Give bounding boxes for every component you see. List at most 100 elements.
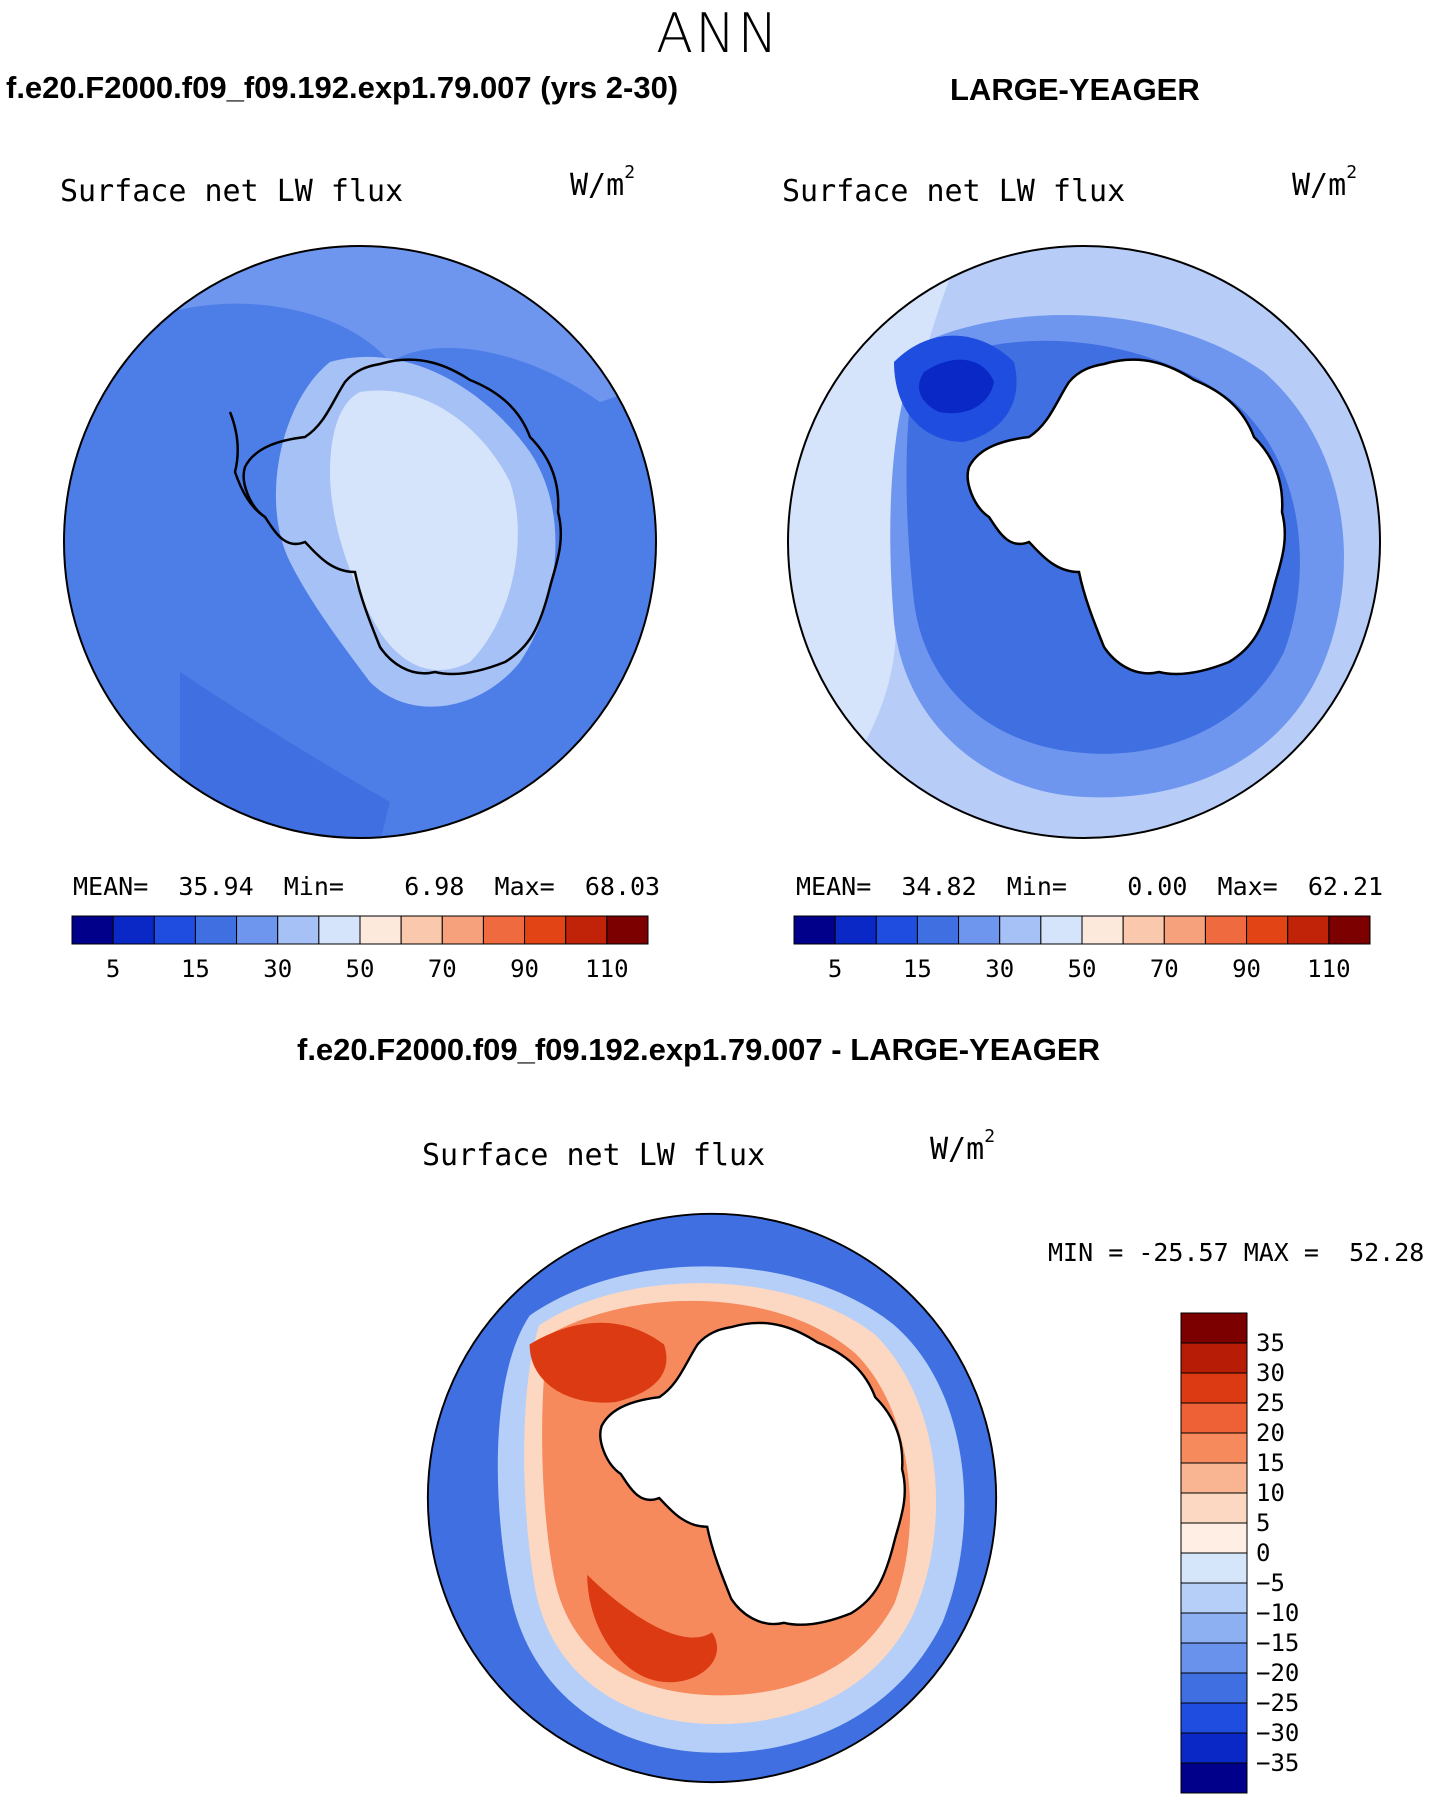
colorbar-swatch bbox=[71, 915, 114, 945]
stats-diff: MIN = -25.57 MAX = 52.28 bbox=[1048, 1238, 1425, 1267]
colorbar-swatch bbox=[194, 915, 238, 945]
colorbar-swatch bbox=[1040, 915, 1083, 945]
colorbar-tick-label: 50 bbox=[1068, 955, 1097, 983]
colorbar-swatch bbox=[1180, 1342, 1248, 1374]
colorbar-swatch bbox=[793, 915, 836, 945]
colorbar-tick-label: 70 bbox=[1150, 955, 1179, 983]
contour-region bbox=[330, 390, 518, 671]
units-right: W/m2 bbox=[1292, 162, 1358, 203]
colorbar-swatch bbox=[1180, 1522, 1248, 1554]
colorbar-swatch bbox=[1180, 1582, 1248, 1614]
colorbar-swatch bbox=[524, 915, 567, 945]
map-border bbox=[787, 245, 1381, 839]
map-right bbox=[787, 245, 1381, 839]
colorbar-swatch bbox=[1246, 915, 1289, 945]
colorbar-swatch bbox=[1180, 1312, 1248, 1344]
colorbar-swatch bbox=[1180, 1732, 1248, 1764]
colorbar-swatch bbox=[236, 915, 279, 945]
colorbar-tick-label: −5 bbox=[1256, 1569, 1285, 1597]
colorbar-tick-label: 30 bbox=[1256, 1359, 1285, 1387]
colorbar-tick-label: 25 bbox=[1256, 1389, 1285, 1417]
colorbar-swatch bbox=[1180, 1762, 1248, 1794]
colorbar-swatch bbox=[1328, 915, 1371, 945]
map-border bbox=[426, 1212, 998, 1784]
antarctica-coastline bbox=[966, 358, 1287, 676]
colorbar-swatch bbox=[1180, 1462, 1248, 1494]
colorbar-swatch bbox=[1180, 1612, 1248, 1644]
contour-region bbox=[919, 359, 994, 414]
map-border bbox=[63, 245, 657, 839]
colorbar-swatch bbox=[1081, 915, 1124, 945]
contour-region bbox=[587, 1574, 718, 1683]
colorbar-left: 51530507090110130 bbox=[71, 915, 649, 983]
colorbar-tick-label: −20 bbox=[1256, 1659, 1299, 1687]
colorbar-tick-label: 30 bbox=[985, 955, 1014, 983]
colorbar-right: 51530507090110130 bbox=[793, 915, 1371, 983]
colorbar-swatch bbox=[958, 915, 1001, 945]
colorbar-tick-label: −30 bbox=[1256, 1719, 1299, 1747]
colorbar-tick-label: 90 bbox=[510, 955, 539, 983]
colorbar-tick-label: 15 bbox=[903, 955, 932, 983]
colorbar-tick-label: 90 bbox=[1232, 955, 1261, 983]
colorbar-swatch bbox=[1180, 1492, 1248, 1524]
colorbar-swatch bbox=[1163, 915, 1206, 945]
colorbar-swatch bbox=[999, 915, 1042, 945]
colorbar-tick-label: 15 bbox=[181, 955, 210, 983]
colorbar-swatch bbox=[112, 915, 155, 945]
colorbar-swatch bbox=[1180, 1702, 1248, 1734]
colorbar-tick-label: 70 bbox=[428, 955, 457, 983]
colorbar-tick-label: 5 bbox=[828, 955, 842, 983]
colorbar-swatch bbox=[1180, 1432, 1248, 1464]
colorbar-tick-label: 5 bbox=[1256, 1509, 1270, 1537]
colorbar-tick-label: 0 bbox=[1256, 1539, 1270, 1567]
units-diff: W/m2 bbox=[930, 1126, 996, 1167]
colorbar-swatch bbox=[359, 915, 402, 945]
colorbar-tick-label: 35 bbox=[1256, 1329, 1285, 1357]
case-title-left: f.e20.F2000.f09_f09.192.exp1.79.007 (yrs… bbox=[6, 70, 679, 105]
colorbar-tick-label: 5 bbox=[106, 955, 120, 983]
stats-right: MEAN= 34.82 Min= 0.00 Max= 62.21 bbox=[796, 872, 1384, 901]
colorbar-tick-label: 50 bbox=[346, 955, 375, 983]
colorbar-tick-label: 10 bbox=[1256, 1479, 1285, 1507]
colorbar-tick-label: 15 bbox=[1256, 1449, 1285, 1477]
map-left bbox=[63, 245, 657, 839]
colorbar-swatch bbox=[875, 915, 918, 945]
colorbar-swatch bbox=[1180, 1372, 1248, 1404]
case-title-right: LARGE-YEAGER bbox=[950, 72, 1200, 107]
contour-region bbox=[180, 672, 390, 838]
variable-label-right: Surface net LW flux bbox=[782, 174, 1126, 209]
units-left: W/m2 bbox=[570, 162, 636, 203]
colorbar-tick-label: 20 bbox=[1256, 1419, 1285, 1447]
colorbar-swatch bbox=[318, 915, 361, 945]
colorbar-tick-label: 110 bbox=[1307, 955, 1350, 983]
antarctica-coastline bbox=[599, 1321, 906, 1626]
colorbar-tick-label: −15 bbox=[1256, 1629, 1299, 1657]
colorbar-tick-label: 110 bbox=[585, 955, 628, 983]
peninsula-coastline bbox=[228, 411, 266, 519]
colorbar-tick-label: 30 bbox=[263, 955, 292, 983]
colorbar-swatch bbox=[482, 915, 526, 945]
stats-left: MEAN= 35.94 Min= 6.98 Max= 68.03 bbox=[73, 872, 661, 901]
map-diff bbox=[426, 1212, 998, 1784]
variable-label-left: Surface net LW flux bbox=[60, 174, 404, 209]
variable-label-diff: Surface net LW flux bbox=[422, 1138, 766, 1173]
colorbar-tick-label: −10 bbox=[1256, 1599, 1299, 1627]
colorbar-swatch bbox=[277, 915, 320, 945]
colorbar-swatch bbox=[1122, 915, 1165, 945]
colorbar-swatch bbox=[1287, 915, 1330, 945]
colorbar-swatch bbox=[441, 915, 484, 945]
figure-title: ANN bbox=[656, 2, 780, 65]
colorbar-swatch bbox=[1180, 1552, 1248, 1584]
colorbar-swatch bbox=[1204, 915, 1248, 945]
colorbar-swatch bbox=[1180, 1402, 1248, 1434]
colorbar-swatch bbox=[1180, 1672, 1248, 1704]
case-title-diff: f.e20.F2000.f09_f09.192.exp1.79.007 - LA… bbox=[297, 1032, 1100, 1067]
colorbar-swatch bbox=[1180, 1642, 1248, 1674]
colorbar-swatch bbox=[153, 915, 196, 945]
contour-region bbox=[529, 1322, 667, 1403]
antarctica-coastline bbox=[242, 358, 563, 676]
colorbar-swatch bbox=[834, 915, 877, 945]
colorbar-swatch bbox=[916, 915, 960, 945]
colorbar-swatch bbox=[606, 915, 649, 945]
